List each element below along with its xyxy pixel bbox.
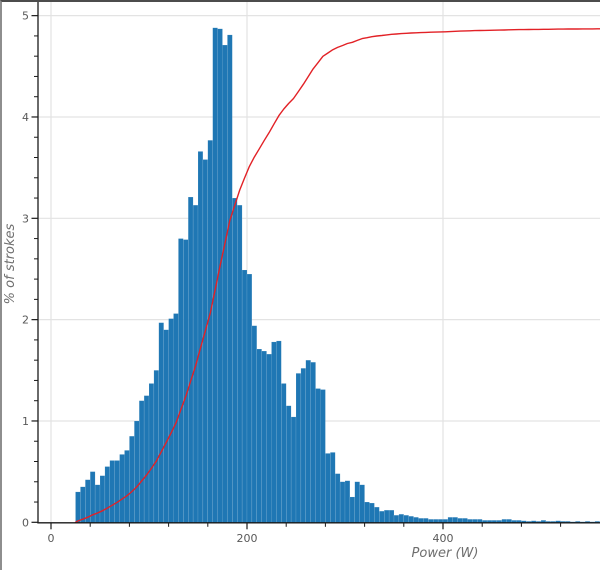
y-tick-label: 5	[22, 10, 29, 23]
histogram-bar	[286, 405, 292, 524]
histogram-bar	[266, 353, 272, 523]
histogram-bar	[310, 361, 316, 524]
y-tick-label: 2	[22, 314, 29, 327]
histogram-bar	[197, 151, 204, 524]
histogram-bar	[413, 517, 419, 524]
histogram-bar	[80, 486, 86, 524]
histogram-bar	[281, 383, 287, 524]
histogram-bar	[398, 513, 404, 524]
histogram-bar	[241, 269, 248, 524]
histogram-bar	[104, 466, 111, 524]
gridlines	[38, 2, 600, 523]
histogram-bar	[344, 480, 351, 523]
histogram-bar	[354, 481, 360, 524]
histogram-bar	[148, 383, 155, 524]
histogram-bar	[384, 509, 390, 524]
histogram-bar	[388, 509, 395, 524]
cumulative-line	[74, 28, 600, 523]
x-tick-label: 200	[237, 532, 258, 545]
histogram-bar	[94, 484, 101, 523]
histogram-bar	[236, 204, 243, 524]
histogram-bar	[418, 518, 424, 524]
histogram-bar	[290, 416, 297, 524]
y-tick-label: 1	[22, 415, 29, 428]
histogram-bar	[305, 359, 311, 524]
histogram-bar	[359, 484, 365, 523]
histogram-bar	[457, 518, 463, 524]
histogram-bar	[403, 515, 409, 524]
histogram-bar	[138, 400, 145, 524]
histogram-bar	[339, 481, 346, 524]
histogram-bar	[315, 388, 321, 524]
histogram-bar	[261, 350, 267, 524]
histogram-bar	[246, 273, 253, 524]
histogram-bar	[163, 329, 169, 524]
x-tick-label: 0	[48, 532, 55, 545]
histogram-bar	[143, 395, 150, 524]
histogram-bar	[423, 518, 429, 524]
histogram-bar	[374, 506, 380, 523]
x-axis-label: Power (W)	[412, 546, 479, 561]
histogram-bar	[325, 453, 331, 524]
histogram-bar	[109, 460, 115, 524]
histogram-bar	[452, 517, 458, 524]
histogram-bar	[168, 318, 174, 524]
tick-labels: 0 1 2 3 4 5 0 200 400	[22, 10, 454, 545]
histogram-bar	[207, 140, 213, 524]
histogram-bar	[271, 341, 277, 523]
histogram-bar	[183, 239, 189, 523]
histogram-bar	[153, 370, 159, 523]
histogram-bar	[187, 196, 194, 523]
histogram-bar	[99, 475, 106, 524]
histogram-bar	[114, 460, 120, 524]
histogram-bar	[300, 368, 306, 524]
histogram-bars	[75, 27, 600, 524]
histogram-bar	[369, 502, 375, 524]
y-tick-label: 4	[22, 111, 29, 124]
histogram-bar	[349, 496, 355, 523]
histogram-bar	[330, 452, 336, 523]
histogram-bar	[202, 159, 208, 524]
axes	[31, 2, 600, 530]
histogram-bar	[408, 516, 414, 524]
histogram-bar	[222, 44, 228, 524]
x-tick-label: 400	[433, 532, 454, 545]
y-axis-label: % of strokes	[3, 223, 18, 304]
histogram-bar	[178, 238, 184, 524]
histogram-bar	[119, 454, 125, 524]
histogram-bar	[129, 435, 135, 523]
y-tick-label: 0	[22, 516, 29, 529]
histogram-bar	[320, 389, 326, 524]
histogram-bar	[227, 34, 233, 524]
histogram-bar	[256, 348, 262, 524]
histogram-bar	[251, 325, 257, 523]
histogram-bar	[158, 322, 164, 524]
cumulative-polyline	[74, 28, 600, 523]
histogram-bar	[134, 420, 140, 524]
histogram-bar	[75, 491, 81, 524]
histogram-bar	[447, 517, 453, 524]
histogram-bar	[276, 340, 282, 524]
histogram-bar	[462, 518, 468, 524]
y-tick-label: 3	[22, 212, 29, 225]
histogram-bar	[364, 501, 370, 523]
histogram-bar	[379, 510, 385, 523]
histogram-bar	[212, 27, 218, 523]
histogram-bar	[232, 197, 238, 524]
histogram-bar	[295, 373, 302, 524]
histogram-bar	[393, 515, 400, 524]
histogram-bar	[335, 473, 341, 523]
histogram-bar	[124, 450, 130, 524]
